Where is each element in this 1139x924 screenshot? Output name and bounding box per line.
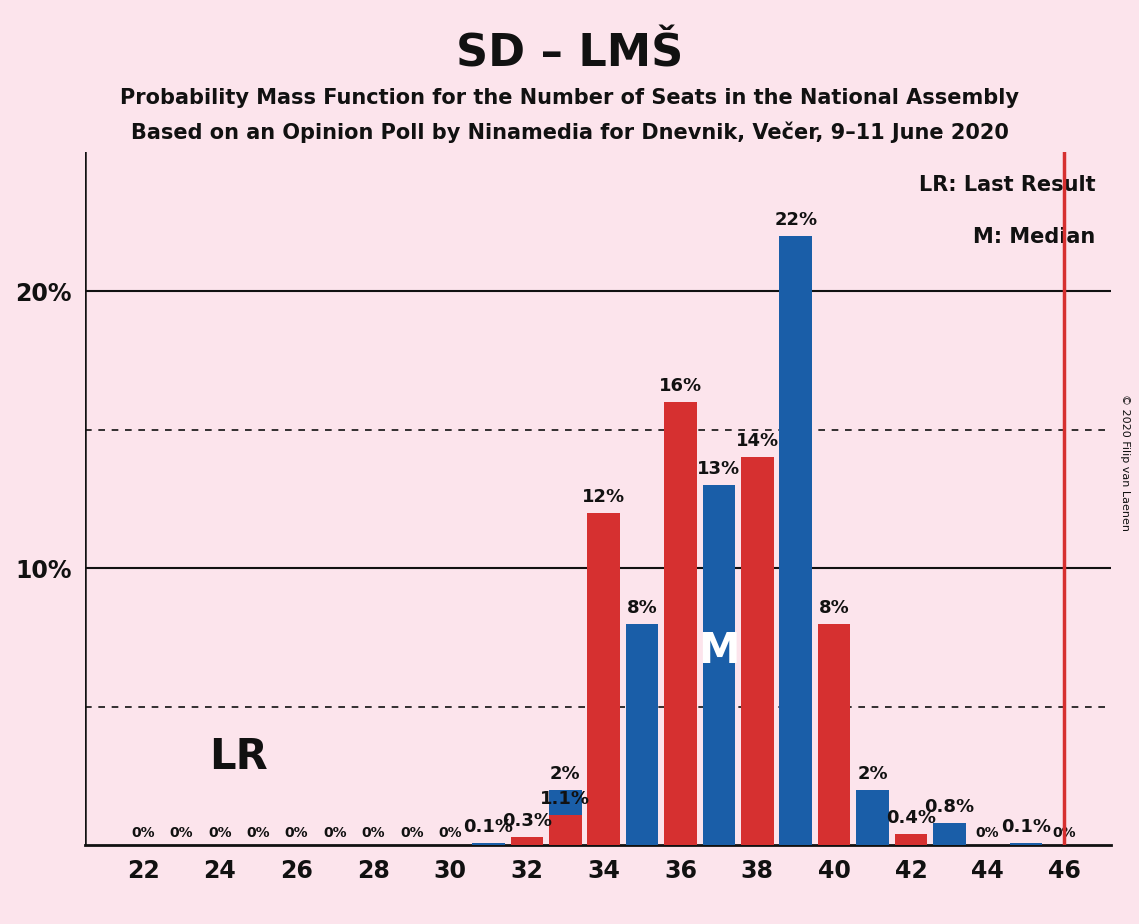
Text: 12%: 12% <box>582 488 625 506</box>
Bar <box>857 790 888 845</box>
Text: 0%: 0% <box>208 826 231 841</box>
Text: 0%: 0% <box>1052 826 1076 841</box>
Text: 0%: 0% <box>323 826 346 841</box>
Text: 0%: 0% <box>285 826 309 841</box>
Text: 0%: 0% <box>170 826 194 841</box>
Text: Based on an Opinion Poll by Ninamedia for Dnevnik, Večer, 9–11 June 2020: Based on an Opinion Poll by Ninamedia fo… <box>131 122 1008 143</box>
Text: 0.1%: 0.1% <box>1001 818 1051 836</box>
Text: 0%: 0% <box>400 826 424 841</box>
Text: 0.1%: 0.1% <box>464 818 514 836</box>
Text: 0%: 0% <box>361 826 385 841</box>
Text: 0.3%: 0.3% <box>502 812 552 831</box>
Text: 13%: 13% <box>697 460 740 479</box>
Text: 0%: 0% <box>131 826 155 841</box>
Text: 8%: 8% <box>819 599 850 617</box>
Bar <box>588 513 620 845</box>
Text: 2%: 2% <box>550 765 581 784</box>
Bar <box>549 790 582 845</box>
Text: 0.8%: 0.8% <box>924 798 974 817</box>
Text: 2%: 2% <box>858 765 887 784</box>
Bar <box>703 485 736 845</box>
Text: © 2020 Filip van Laenen: © 2020 Filip van Laenen <box>1121 394 1130 530</box>
Text: LR: LR <box>210 736 269 778</box>
Text: 0.4%: 0.4% <box>886 809 936 828</box>
Bar <box>894 834 927 845</box>
Bar <box>1010 843 1042 845</box>
Text: 8%: 8% <box>626 599 657 617</box>
Bar <box>664 402 697 845</box>
Bar <box>549 815 582 845</box>
Text: 0%: 0% <box>246 826 270 841</box>
Text: Probability Mass Function for the Number of Seats in the National Assembly: Probability Mass Function for the Number… <box>120 88 1019 108</box>
Text: M: Median: M: Median <box>973 227 1096 248</box>
Bar <box>625 624 658 845</box>
Text: 0%: 0% <box>976 826 1000 841</box>
Bar <box>933 823 966 845</box>
Text: 22%: 22% <box>775 211 818 229</box>
Text: 0%: 0% <box>439 826 462 841</box>
Bar <box>818 624 851 845</box>
Bar <box>510 837 543 845</box>
Text: 1.1%: 1.1% <box>540 790 590 808</box>
Text: M: M <box>698 630 739 673</box>
Bar <box>473 843 505 845</box>
Bar <box>779 236 812 845</box>
Text: LR: Last Result: LR: Last Result <box>918 175 1096 195</box>
Text: 14%: 14% <box>736 432 779 451</box>
Text: SD – LMŠ: SD – LMŠ <box>456 32 683 76</box>
Bar <box>741 457 773 845</box>
Text: 16%: 16% <box>659 377 702 395</box>
